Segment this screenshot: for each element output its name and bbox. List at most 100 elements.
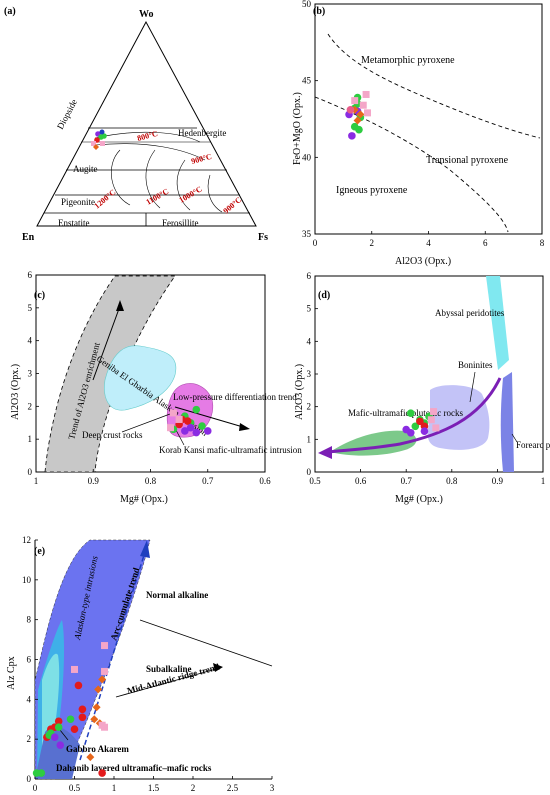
x-tick-label: 0.8 bbox=[446, 476, 458, 486]
data-point bbox=[411, 422, 420, 431]
x-tick-label: 3 bbox=[270, 783, 275, 793]
field-abyssal bbox=[486, 276, 509, 370]
apex-left: En bbox=[22, 232, 35, 243]
field-boninites bbox=[427, 385, 490, 450]
x-tick-label: 0 bbox=[313, 238, 318, 248]
x-tick-label: 8 bbox=[540, 238, 545, 248]
data-point bbox=[66, 715, 75, 724]
mar-trend-arrowhead bbox=[213, 663, 223, 672]
y-tick-label: 5 bbox=[307, 304, 312, 314]
data-point bbox=[430, 408, 438, 416]
data-point bbox=[427, 416, 435, 424]
data-point bbox=[420, 427, 429, 435]
isotherm-curve bbox=[94, 131, 201, 143]
y-tick-label: 50 bbox=[302, 0, 312, 9]
x-tick-label: 0.6 bbox=[259, 476, 271, 486]
field-ferosillite: Ferosillite bbox=[162, 218, 199, 228]
isotherm-curve bbox=[94, 143, 206, 161]
data-point bbox=[186, 423, 195, 432]
arc-cumulate-arrowhead bbox=[140, 540, 150, 558]
isotherm-curve bbox=[176, 159, 191, 211]
forearc-leader bbox=[511, 433, 518, 443]
x-tick-label: 0.9 bbox=[492, 476, 504, 486]
field-enstatite: Enstatite bbox=[58, 218, 90, 228]
d-x-ticks: 0.5 0.6 0.7 0.8 0.9 1 bbox=[309, 469, 545, 486]
y-tick-label: 12 bbox=[22, 535, 31, 545]
isotherm-label: 900°C bbox=[190, 152, 213, 166]
panel-a: (a) Wo En Fs Diopside Hedenbergite Augit… bbox=[4, 6, 268, 243]
data-point bbox=[91, 141, 96, 146]
y-tick-label: 3 bbox=[307, 369, 312, 379]
data-point bbox=[198, 422, 206, 430]
x-tick-label: 0.5 bbox=[309, 476, 321, 486]
y-tick-label: 1 bbox=[28, 434, 33, 444]
x-tick-label: 0.7 bbox=[202, 476, 214, 486]
y-tick-label: 10 bbox=[22, 575, 32, 585]
c-x-ticks: 1 0.9 0.8 0.7 0.6 bbox=[34, 469, 271, 486]
data-point bbox=[78, 705, 87, 714]
d-trend-arrowhead bbox=[318, 446, 332, 459]
e-y-label: Alz Cpx bbox=[6, 656, 17, 690]
data-point bbox=[348, 132, 356, 140]
b-y-ticks: 35 40 45 50 bbox=[302, 0, 318, 239]
data-point bbox=[56, 741, 65, 749]
field-diopside: Diopside bbox=[55, 98, 79, 131]
apex-right: Fs bbox=[258, 232, 268, 243]
y-tick-label: 40 bbox=[302, 152, 312, 162]
data-point bbox=[353, 116, 362, 125]
panel-c-label: (c) bbox=[34, 290, 45, 301]
data-point bbox=[406, 409, 415, 418]
ternary-data-cluster bbox=[91, 129, 107, 150]
isotherm-curve bbox=[145, 149, 161, 209]
alkaline-boundary bbox=[139, 619, 273, 667]
e-annotation-gabbro: Gabbro Akarem bbox=[66, 744, 129, 754]
data-point bbox=[175, 415, 183, 423]
d-annotation-boninites: Boninites bbox=[458, 360, 493, 370]
x-tick-label: 2 bbox=[370, 238, 375, 248]
data-point bbox=[93, 144, 99, 150]
y-tick-label: 5 bbox=[28, 303, 33, 313]
enrichment-arrowhead bbox=[116, 300, 124, 311]
data-point bbox=[203, 427, 212, 435]
c-y-label: Al2O3 (Opx.) bbox=[10, 364, 21, 420]
y-tick-label: 3 bbox=[28, 369, 33, 379]
data-point bbox=[54, 717, 63, 726]
boundary-igneous bbox=[314, 96, 509, 233]
data-point bbox=[351, 97, 359, 105]
data-point bbox=[167, 424, 175, 432]
e-y-ticks: 0 2 4 6 8 10 12 bbox=[22, 535, 38, 784]
data-point bbox=[90, 715, 99, 724]
y-tick-label: 2 bbox=[307, 402, 312, 412]
e-field-normal: Normal alkaline bbox=[146, 590, 208, 600]
d-y-ticks: 0 1 2 3 4 5 6 bbox=[307, 271, 318, 477]
c-y-ticks: 0 1 2 3 4 5 6 bbox=[28, 270, 39, 477]
y-tick-label: 2 bbox=[27, 734, 32, 744]
y-tick-label: 4 bbox=[28, 336, 33, 346]
y-tick-label: 8 bbox=[27, 615, 32, 625]
data-point bbox=[192, 428, 201, 437]
isotherm-curve bbox=[207, 174, 223, 213]
data-point bbox=[355, 125, 363, 134]
enrichment-arrow bbox=[92, 305, 121, 381]
x-tick-label: 1 bbox=[34, 476, 39, 486]
data-point bbox=[98, 721, 106, 729]
data-point bbox=[54, 723, 63, 732]
y-tick-label: 0 bbox=[28, 467, 33, 477]
x-tick-label: 0.8 bbox=[145, 476, 157, 486]
panel-b-frame bbox=[314, 3, 543, 235]
field-geniba bbox=[104, 345, 177, 411]
c-annotation-low-pressure: Low-pressure differentiation trend bbox=[173, 392, 297, 402]
field-pigeonite: Pigeonite bbox=[61, 197, 95, 207]
data-point bbox=[94, 685, 103, 694]
low-pressure-arrowhead bbox=[239, 423, 250, 431]
field-augite: Augite bbox=[73, 164, 98, 174]
data-point bbox=[192, 405, 201, 414]
y-tick-label: 6 bbox=[27, 655, 32, 665]
b-x-label: Al2O3 (Opx.) bbox=[395, 256, 451, 267]
data-point bbox=[416, 417, 424, 426]
c-annotation-korab: Korab Kansi mafic-ultramafic intrusion bbox=[159, 445, 302, 455]
data-point bbox=[356, 110, 365, 119]
data-point bbox=[98, 675, 107, 684]
y-tick-label: 1 bbox=[307, 434, 312, 444]
